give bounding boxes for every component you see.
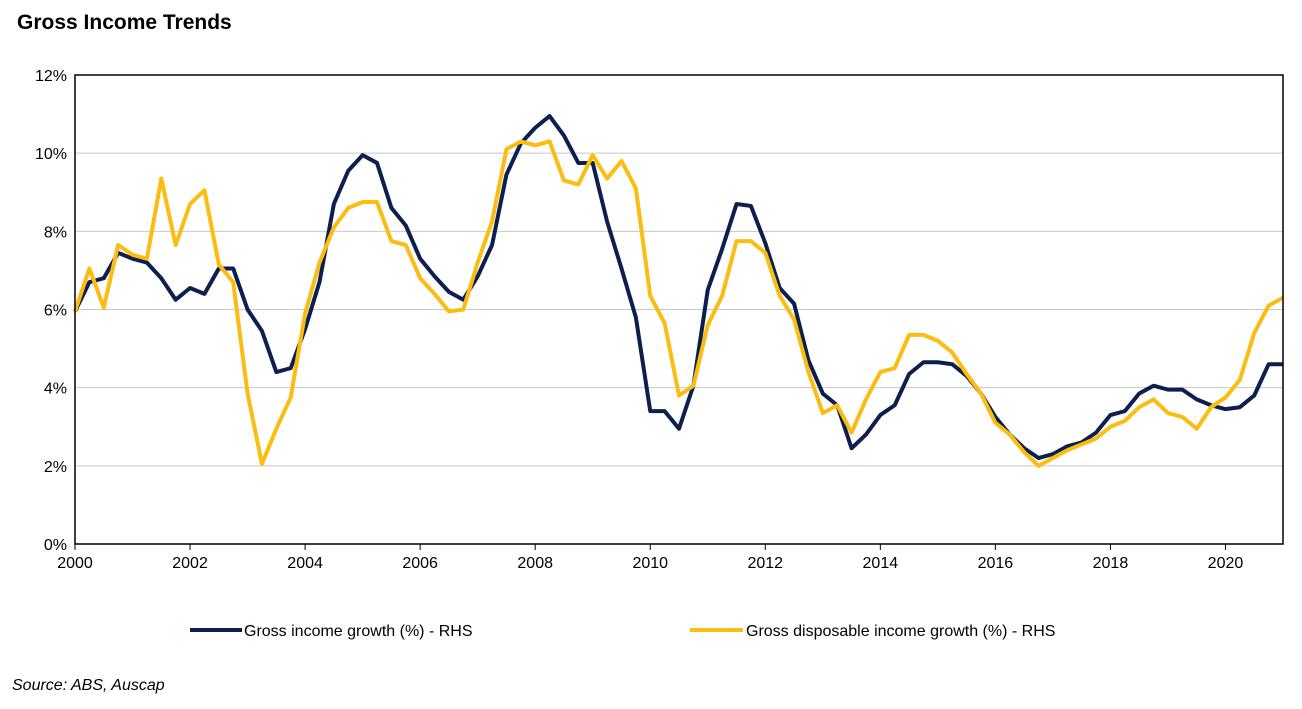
series-line-gross-income <box>73 114 1283 461</box>
y-tick-label: 2% <box>44 459 67 476</box>
x-tick-label: 2002 <box>172 555 208 572</box>
y-axis: 0% 2% 4% 6% 8% 10% 12% <box>35 68 67 554</box>
source-note: Source: ABS, Auscap <box>12 677 165 694</box>
y-tick-label: 6% <box>44 303 67 320</box>
series-layer <box>73 114 1284 468</box>
x-tick-label: 2004 <box>287 555 323 572</box>
series-line-gross-disposable-income <box>73 139 1284 468</box>
y-tick-label: 10% <box>35 146 67 163</box>
legend-label-gross-disposable-income: Gross disposable income growth (%) - RHS <box>746 623 1055 640</box>
x-tick-label: 2018 <box>1093 555 1129 572</box>
plot-area-frame <box>74 74 1284 545</box>
x-tick-label: 2006 <box>402 555 438 572</box>
y-tick-label: 0% <box>44 537 67 554</box>
chart-title: Gross Income Trends <box>17 11 232 34</box>
x-tick-label: 2008 <box>517 555 553 572</box>
legend: Gross income growth (%) - RHS Gross disp… <box>190 623 1055 640</box>
x-tick-label: 2012 <box>747 555 783 572</box>
y-tick-label: 4% <box>44 381 67 398</box>
x-tick-label: 2010 <box>632 555 668 572</box>
x-tick-label: 2014 <box>863 555 899 572</box>
y-tick-label: 8% <box>44 224 67 241</box>
x-tick-label: 2020 <box>1208 555 1244 572</box>
x-axis: 2000 2002 2004 2006 2008 2010 2012 2014 2016 2018… <box>57 544 1243 572</box>
x-tick-label: 2000 <box>57 555 93 572</box>
legend-label-gross-income: Gross income growth (%) - RHS <box>244 623 473 640</box>
x-tick-label: 2016 <box>978 555 1014 572</box>
gridlines <box>75 152 1283 467</box>
y-tick-label: 12% <box>35 68 67 85</box>
